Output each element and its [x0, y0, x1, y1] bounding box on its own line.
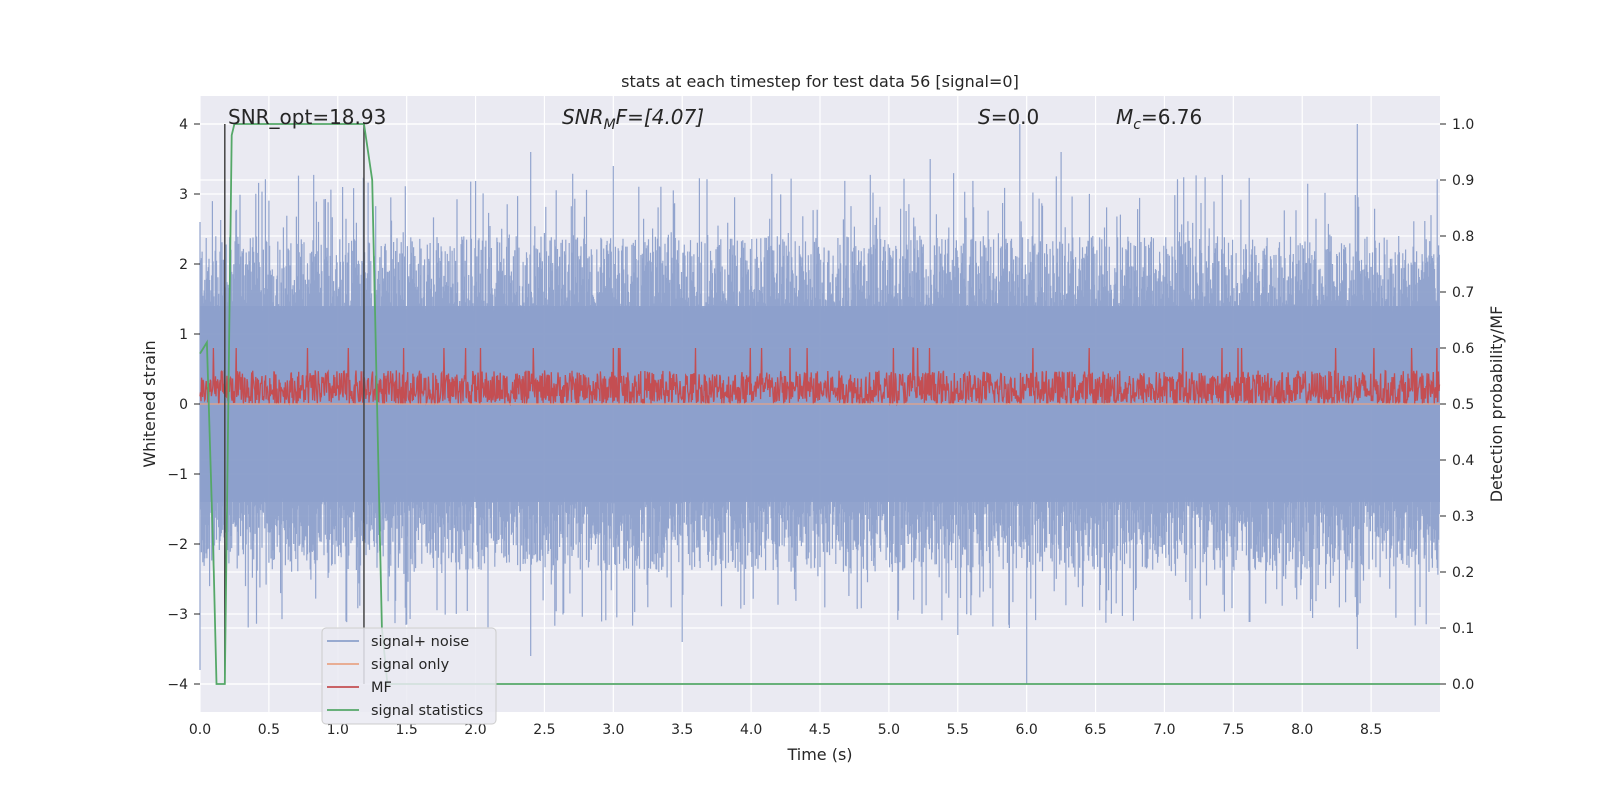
- y2-tick-label: 0.5: [1452, 397, 1474, 413]
- y-axis-right: 0.0 0.1 0.2 0.3 0.4 0.5 0.6 0.7 0.8 0.9 1.0: [1440, 117, 1474, 693]
- s-symbol: S: [978, 105, 991, 129]
- y-axis-left: −4 −3 −2 −1 0 1 2 3 4: [167, 117, 200, 693]
- x-tick-label: 4.0: [740, 722, 762, 738]
- x-tick-label: 1.0: [327, 722, 349, 738]
- annotation-snr-opt: SNR_opt=18.93: [228, 105, 386, 129]
- chart-title: stats at each timestep for test data 56 …: [621, 72, 1019, 91]
- mf-series: [199, 347, 1441, 407]
- vertical-markers: [224, 124, 365, 684]
- x-tick-label: 5.0: [878, 722, 900, 738]
- x-tick-label: 3.5: [671, 722, 693, 738]
- x-tick-label: 5.5: [947, 722, 969, 738]
- y-tick-label: −4: [167, 677, 188, 693]
- legend-label-mf: MF: [371, 680, 392, 696]
- y-tick-label: 0: [179, 397, 188, 413]
- y2-tick-label: 0.6: [1452, 341, 1474, 357]
- mc-subscript: c: [1133, 117, 1141, 133]
- y2-tick-label: 0.9: [1452, 173, 1474, 189]
- x-tick-label: 3.0: [602, 722, 624, 738]
- x-axis: 0.0 0.5 1.0 1.5 2.0 2.5 3.0 3.5 4.0 4.5 5.0 5.5 6.0 6…: [189, 722, 1382, 738]
- y2-tick-label: 0.8: [1452, 229, 1474, 245]
- mc-value: =6.76: [1141, 105, 1202, 129]
- snr-mf-value: F=[4.07]: [616, 105, 704, 129]
- y-tick-label: −3: [167, 607, 188, 623]
- x-tick-label: 6.5: [1084, 722, 1106, 738]
- y2-tick-label: 0.3: [1452, 509, 1474, 525]
- legend-label-signal-statistics: signal statistics: [371, 703, 483, 719]
- x-tick-label: 8.5: [1360, 722, 1382, 738]
- legend-box: [321, 627, 497, 725]
- y2-axis-label: Detection probability/MF: [1487, 306, 1506, 503]
- y-tick-label: −1: [167, 467, 188, 483]
- annotation-mc: Mc=6.76: [1116, 105, 1202, 133]
- legend-label-signal-only: signal only: [371, 657, 450, 673]
- x-tick-label: 2.5: [533, 722, 555, 738]
- y2-tick-label: 0.0: [1452, 677, 1474, 693]
- plot-area: [199, 123, 1441, 685]
- mf-line: [199, 347, 1441, 407]
- y2-tick-label: 0.2: [1452, 565, 1474, 581]
- annotation-snr-mf: SNRMF=[4.07]: [562, 105, 704, 133]
- x-tick-label: 8.0: [1291, 722, 1313, 738]
- x-axis-label: Time (s): [786, 745, 852, 764]
- y-axis-label: Whitened strain: [140, 340, 159, 467]
- annotation-s: S=0.0: [978, 105, 1039, 129]
- x-tick-label: 7.5: [1222, 722, 1244, 738]
- legend-label-signal-noise: signal+ noise: [371, 634, 469, 650]
- y2-tick-label: 0.1: [1452, 621, 1474, 637]
- snr-mf-subscript: M: [604, 117, 616, 133]
- y2-tick-label: 1.0: [1452, 117, 1474, 133]
- y-tick-label: 2: [179, 257, 188, 273]
- x-tick-label: 0.0: [189, 722, 211, 738]
- x-tick-label: 1.5: [396, 722, 418, 738]
- y2-tick-label: 0.7: [1452, 285, 1474, 301]
- y-tick-label: 4: [179, 117, 188, 133]
- mc-symbol: M: [1116, 105, 1133, 129]
- y-tick-label: 3: [179, 187, 188, 203]
- y-tick-label: 1: [179, 327, 188, 343]
- s-value: =0.0: [991, 105, 1040, 129]
- x-tick-label: 7.0: [1153, 722, 1175, 738]
- x-tick-label: 4.5: [809, 722, 831, 738]
- y-tick-label: −2: [167, 537, 188, 553]
- x-tick-label: 0.5: [258, 722, 280, 738]
- legend: signal+ noise signal only MF signal stat…: [321, 627, 497, 725]
- snr-mf-symbol: SNR: [562, 105, 604, 129]
- y2-tick-label: 0.4: [1452, 453, 1474, 469]
- x-tick-label: 2.0: [464, 722, 486, 738]
- x-tick-label: 6.0: [1016, 722, 1038, 738]
